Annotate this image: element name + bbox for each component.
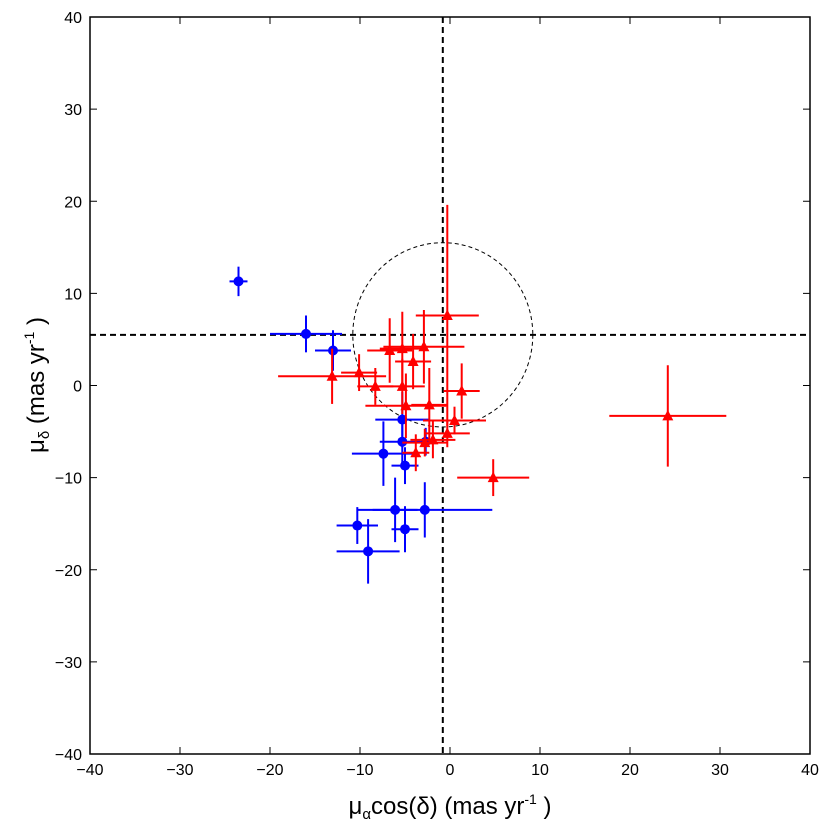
- red-marker: [396, 342, 408, 354]
- blue-marker: [233, 276, 244, 287]
- red-data-point: [341, 354, 378, 392]
- blue-marker: [400, 460, 410, 471]
- red-marker: [400, 399, 412, 411]
- red-marker: [449, 414, 460, 426]
- y-axis-label: μδ (mas yr-1 ): [21, 317, 53, 453]
- red-marker: [369, 380, 381, 391]
- red-data-point: [443, 363, 480, 419]
- blue-marker: [419, 504, 430, 515]
- series-blue: [229, 266, 493, 584]
- red-marker: [423, 398, 435, 410]
- reference-layer: [90, 17, 810, 754]
- axis-layer: −40 −30 −20 −10 0 10 20 30 40 −40 −30 −20 −10 0 10 20 30…: [55, 10, 819, 779]
- red-data-point: [457, 459, 530, 497]
- red-data-point: [383, 309, 465, 384]
- blue-data-point: [336, 519, 400, 584]
- blue-data-point: [391, 506, 419, 553]
- x-tick-label: −20: [256, 762, 283, 779]
- y-tick-label: 40: [64, 10, 82, 27]
- red-marker: [662, 409, 674, 421]
- y-tick-label: 10: [64, 286, 82, 303]
- y-tick-label: −40: [55, 747, 82, 764]
- blue-marker: [378, 448, 389, 459]
- blue-data-point: [270, 315, 342, 353]
- x-tick-label: 30: [711, 762, 729, 779]
- red-marker: [441, 309, 453, 320]
- red-marker: [353, 366, 365, 378]
- red-marker: [456, 385, 468, 396]
- red-marker: [487, 471, 499, 483]
- x-tick-label: −30: [166, 762, 193, 779]
- blue-marker: [400, 524, 410, 535]
- x-tick-label: 40: [801, 762, 819, 779]
- blue-data-point: [336, 507, 378, 544]
- x-tick-label: 20: [621, 762, 639, 779]
- y-tick-label: −20: [55, 563, 82, 580]
- red-data-point: [395, 333, 432, 390]
- red-marker: [441, 427, 453, 438]
- y-tick-label: 0: [73, 379, 82, 396]
- red-marker: [384, 344, 396, 355]
- blue-data-point: [357, 482, 493, 538]
- red-data-point: [278, 348, 387, 404]
- blue-marker: [301, 328, 311, 339]
- y-tick-label: 20: [64, 194, 82, 211]
- x-tick-label: 10: [531, 762, 549, 779]
- red-marker: [410, 446, 422, 458]
- red-marker: [419, 436, 431, 448]
- x-tick-label: −40: [76, 762, 103, 779]
- y-tick-label: 30: [64, 102, 82, 119]
- blue-data-point: [229, 266, 248, 297]
- red-marker: [418, 340, 430, 352]
- x-tick-label: 0: [446, 762, 455, 779]
- series-layer: [229, 204, 727, 584]
- reference-circle: [352, 242, 534, 428]
- x-axis-label: μαcos(δ) (mas yr-1 ): [349, 791, 552, 823]
- series-red: [278, 204, 727, 497]
- red-data-point: [609, 365, 727, 467]
- red-marker: [326, 370, 338, 381]
- blue-marker: [352, 520, 363, 531]
- red-data-point: [423, 406, 486, 435]
- red-data-point: [402, 428, 448, 457]
- red-data-point: [411, 367, 448, 442]
- red-data-point: [415, 204, 479, 427]
- y-tick-label: −10: [55, 471, 82, 488]
- red-marker: [407, 355, 419, 367]
- plot-frame: [89, 16, 811, 755]
- y-tick-label: −30: [55, 655, 82, 672]
- x-tick-label: −10: [346, 762, 373, 779]
- blue-marker: [363, 546, 374, 557]
